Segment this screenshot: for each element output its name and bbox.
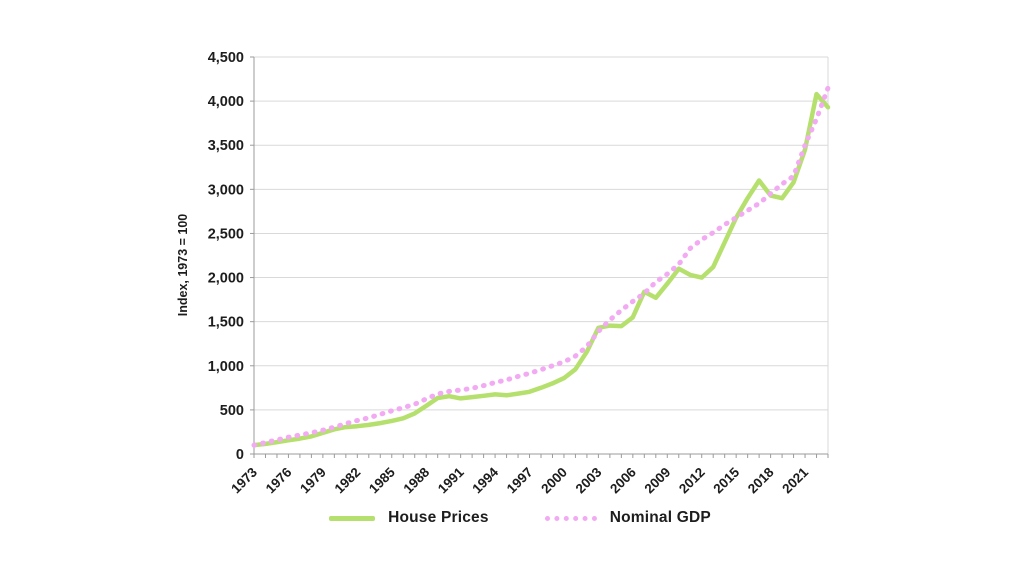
svg-text:3,000: 3,000 (208, 182, 244, 198)
svg-text:4,500: 4,500 (208, 50, 244, 66)
legend-item-nominal-gdp: Nominal GDP (544, 509, 711, 527)
nominal-gdp-line-swatch (544, 515, 597, 521)
legend-label-nominal-gdp: Nominal GDP (609, 509, 711, 526)
svg-text:0: 0 (236, 447, 244, 463)
axes (253, 57, 828, 455)
svg-text:2015: 2015 (710, 464, 742, 496)
svg-text:2021: 2021 (779, 464, 811, 496)
svg-text:1994: 1994 (469, 464, 501, 496)
legend-item-house-prices: House Prices (329, 509, 489, 527)
svg-text:2012: 2012 (676, 465, 708, 497)
svg-text:500: 500 (220, 403, 244, 419)
gridlines (254, 56, 829, 454)
y-axis-title: Index, 1973 = 100 (176, 213, 190, 317)
svg-text:2,500: 2,500 (208, 226, 244, 242)
svg-text:2018: 2018 (745, 464, 777, 496)
svg-text:1,500: 1,500 (208, 315, 244, 331)
x-axis-tick-labels: 1973 1976 1979 1982 1985 1988 1991 1994 1997 2000… (228, 464, 811, 496)
svg-text:3,500: 3,500 (208, 138, 244, 154)
svg-text:2006: 2006 (607, 464, 639, 496)
series-line-nominal-gdp (251, 85, 831, 448)
svg-text:1976: 1976 (263, 464, 295, 496)
svg-text:2009: 2009 (642, 465, 674, 497)
chart-legend: House Prices Nominal GDP (0, 509, 1024, 527)
svg-text:1991: 1991 (435, 464, 467, 496)
svg-text:1997: 1997 (504, 465, 536, 497)
svg-text:2000: 2000 (538, 465, 570, 497)
svg-text:1979: 1979 (297, 465, 329, 497)
house-prices-line-swatch (329, 515, 376, 521)
y-axis-tick-labels: 0 500 1,000 1,500 2,000 2,500 3,000 3,500 4,000 4… (208, 50, 244, 463)
svg-text:2003: 2003 (573, 464, 605, 496)
svg-text:2,000: 2,000 (208, 271, 244, 287)
svg-text:1,000: 1,000 (208, 359, 244, 375)
svg-text:4,000: 4,000 (208, 94, 244, 110)
legend-label-house-prices: House Prices (388, 509, 489, 526)
tick-marks (250, 56, 829, 458)
svg-text:1982: 1982 (332, 465, 364, 497)
series-line-house-prices (251, 91, 831, 448)
svg-text:1973: 1973 (228, 464, 260, 496)
series-lines (251, 85, 831, 448)
svg-text:1985: 1985 (366, 464, 398, 496)
svg-text:1988: 1988 (400, 464, 432, 496)
